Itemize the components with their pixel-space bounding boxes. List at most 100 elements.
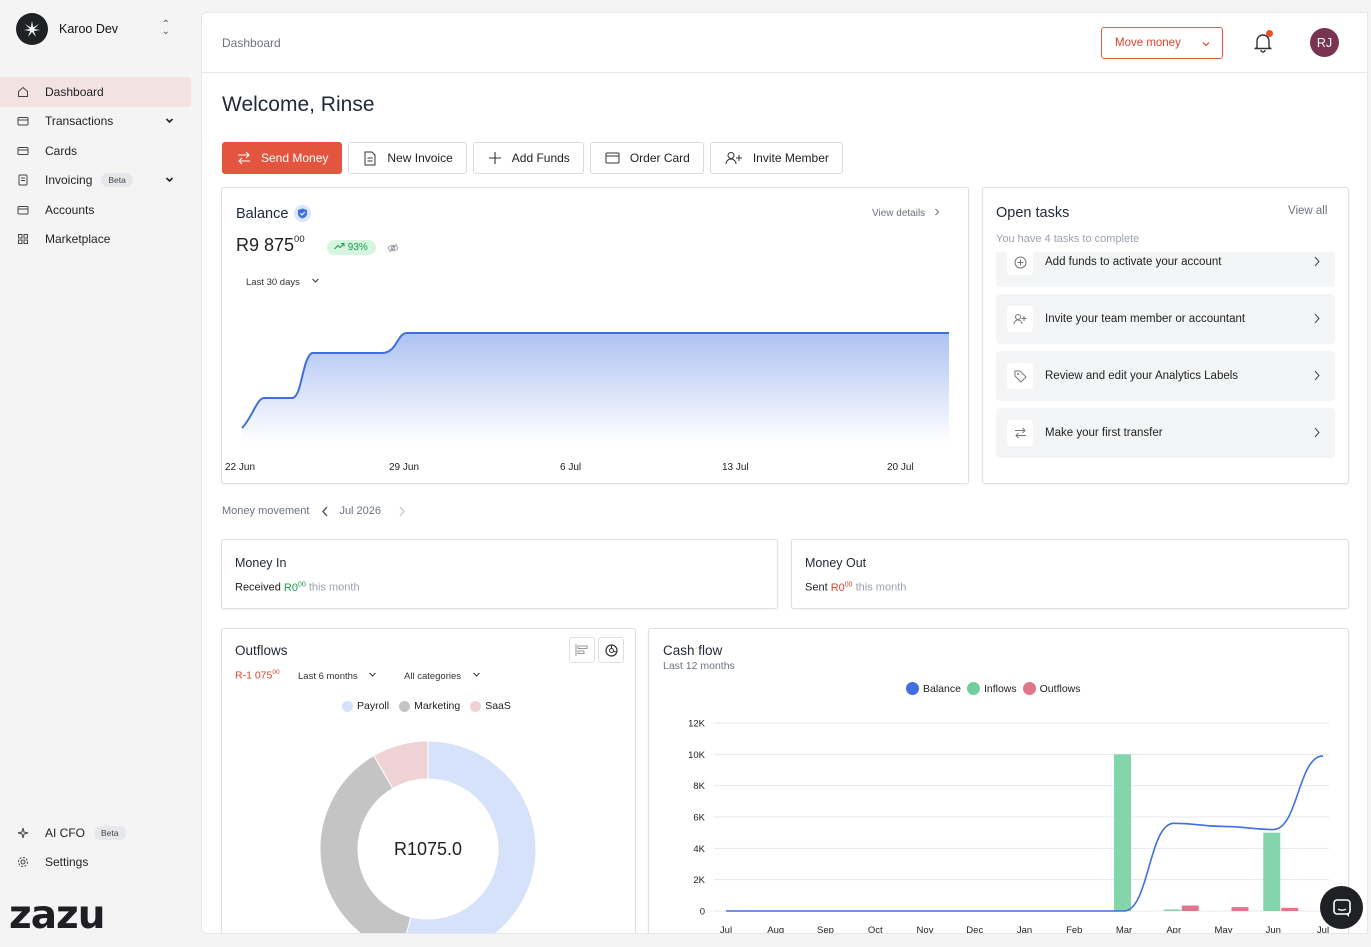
view-details-label: View details	[872, 208, 926, 219]
x-tick-label: Nov	[917, 925, 934, 934]
org-switcher[interactable]: Karoo Dev ⌃ ⌄	[16, 13, 186, 45]
chevron-right-icon	[935, 208, 940, 216]
legend-label: Marketing	[414, 700, 461, 712]
task-item[interactable]: Review and edit your Analytics Labels	[996, 351, 1335, 401]
legend-dot	[470, 700, 482, 712]
donut-slice-marketing	[319, 754, 412, 933]
action-label: New Invoice	[387, 151, 453, 165]
balance-cents: 00	[294, 234, 305, 245]
range-select[interactable]: Last 30 days	[246, 276, 320, 288]
money-out-summary: Sent R000 this month	[805, 581, 906, 594]
new-invoice-button[interactable]: New Invoice	[348, 142, 467, 174]
chevron-down-icon	[165, 117, 174, 123]
action-label: Send Money	[261, 151, 329, 165]
task-item[interactable]: Add funds to activate your account	[996, 252, 1335, 287]
user-plus-icon	[725, 152, 742, 165]
view-details-link[interactable]: View details	[872, 208, 941, 219]
money-out-prefix: Sent	[805, 581, 828, 594]
sidebar-item-marketplace[interactable]: Marketplace	[0, 225, 191, 255]
money-out-card: Money Out Sent R000 this month	[791, 539, 1349, 609]
x-tick-label: Mar	[1116, 925, 1132, 934]
sidebar-item-invoicing[interactable]: Invoicing Beta	[0, 166, 191, 196]
donut-view-button[interactable]	[598, 637, 624, 663]
outflow-bar	[1281, 907, 1299, 911]
legend-item[interactable]: Payroll	[342, 700, 389, 712]
avatar[interactable]: RJ	[1310, 28, 1339, 57]
cash-flow-card: Cash flow Last 12 months Balance Inflows…	[648, 628, 1349, 934]
home-icon	[17, 86, 29, 98]
donut-center-label: R1075.0	[394, 839, 462, 859]
sidebar-item-dashboard[interactable]: Dashboard	[0, 77, 191, 107]
bell-icon[interactable]	[1252, 31, 1274, 53]
sidebar-item-accounts[interactable]: Accounts	[0, 195, 191, 225]
sidebar-item-label: Marketplace	[45, 232, 111, 247]
invite-member-button[interactable]: Invite Member	[709, 142, 843, 174]
legend-item[interactable]: Outflows	[1022, 682, 1081, 695]
chevron-down-icon	[165, 176, 174, 182]
x-tick-label: Oct	[868, 925, 883, 934]
sidebar-item-label: AI CFO	[45, 825, 86, 840]
move-money-label: Move money	[1115, 37, 1181, 49]
x-tick-label: Dec	[966, 925, 983, 934]
chat-button[interactable]	[1320, 886, 1363, 929]
money-out-amount-value: R0	[830, 581, 845, 594]
legend-item[interactable]: SaaS	[470, 700, 511, 712]
task-label: Review and edit your Analytics Labels	[1045, 370, 1239, 382]
view-all-link[interactable]: View all	[1288, 205, 1328, 217]
beta-badge: Beta	[94, 825, 126, 840]
legend-label: Balance	[923, 682, 961, 695]
legend-label: SaaS	[485, 700, 511, 712]
order-card-button[interactable]: Order Card	[589, 142, 704, 174]
chevron-down-icon	[311, 278, 319, 283]
chevron-down-icon	[369, 672, 377, 677]
x-tick-label: 20 Jul	[887, 462, 914, 473]
legend-dot	[1022, 682, 1036, 695]
outflows-donut-chart: R1075.0	[319, 740, 537, 933]
legend-item[interactable]: Marketing	[399, 700, 460, 712]
add-funds-button[interactable]: Add Funds	[472, 142, 584, 174]
eye-off-icon[interactable]	[387, 243, 399, 253]
legend-dot	[966, 682, 980, 695]
chevron-right-icon	[1314, 427, 1320, 438]
money-in-card: Money In Received R000 this month	[221, 539, 778, 609]
task-list: Add funds to activate your account Invit…	[996, 252, 1335, 477]
transfer-icon	[238, 151, 250, 165]
chevron-right-icon	[1314, 313, 1320, 324]
category-select[interactable]: All categories	[404, 670, 481, 682]
sidebar-item-label: Settings	[45, 855, 89, 870]
task-item[interactable]: Invite your team member or accountant	[996, 294, 1335, 344]
chevron-right-icon[interactable]	[398, 506, 406, 517]
legend-dot	[399, 700, 411, 712]
x-tick-label: Jul	[1317, 925, 1329, 934]
money-in-prefix: Received	[235, 581, 281, 594]
period-select[interactable]: Last 6 months	[298, 670, 377, 682]
balance-title: Balance	[236, 206, 289, 222]
sidebar-bottom-nav: AI CFO Beta Settings	[0, 818, 191, 877]
sidebar-item-ai-cfo[interactable]: AI CFO Beta	[0, 818, 191, 848]
open-tasks-card: Open tasks View all You have 4 tasks to …	[982, 187, 1349, 484]
x-tick-label: 6 Jul	[560, 462, 582, 473]
sidebar-item-transactions[interactable]: Transactions	[0, 107, 191, 137]
notification-dot	[1266, 30, 1273, 37]
task-item[interactable]: Make your first transfer	[996, 408, 1335, 458]
sidebar-item-label: Accounts	[45, 202, 95, 217]
x-tick-label: Sep	[817, 925, 834, 934]
legend-dot	[906, 682, 919, 695]
money-out-title: Money Out	[805, 556, 867, 570]
send-money-button[interactable]: Send Money	[222, 142, 343, 174]
chevron-left-icon[interactable]	[321, 506, 329, 517]
bar-view-button[interactable]	[569, 637, 595, 663]
top-bar: Dashboard Move money RJ	[202, 13, 1367, 73]
outflow-bar	[1181, 905, 1199, 911]
legend-item[interactable]: Inflows	[966, 682, 1017, 695]
sidebar-item-cards[interactable]: Cards	[0, 136, 191, 166]
legend-item[interactable]: Balance	[906, 682, 961, 695]
shield-check-icon	[294, 205, 311, 222]
x-tick-label: Apr	[1166, 925, 1181, 934]
chevron-right-icon	[1314, 370, 1320, 381]
move-money-button[interactable]: Move money	[1101, 27, 1223, 59]
sidebar-item-settings[interactable]: Settings	[0, 848, 191, 878]
cash-flow-title: Cash flow	[663, 643, 723, 658]
task-label: Make your first transfer	[1045, 427, 1163, 439]
chat-icon	[1332, 898, 1351, 917]
